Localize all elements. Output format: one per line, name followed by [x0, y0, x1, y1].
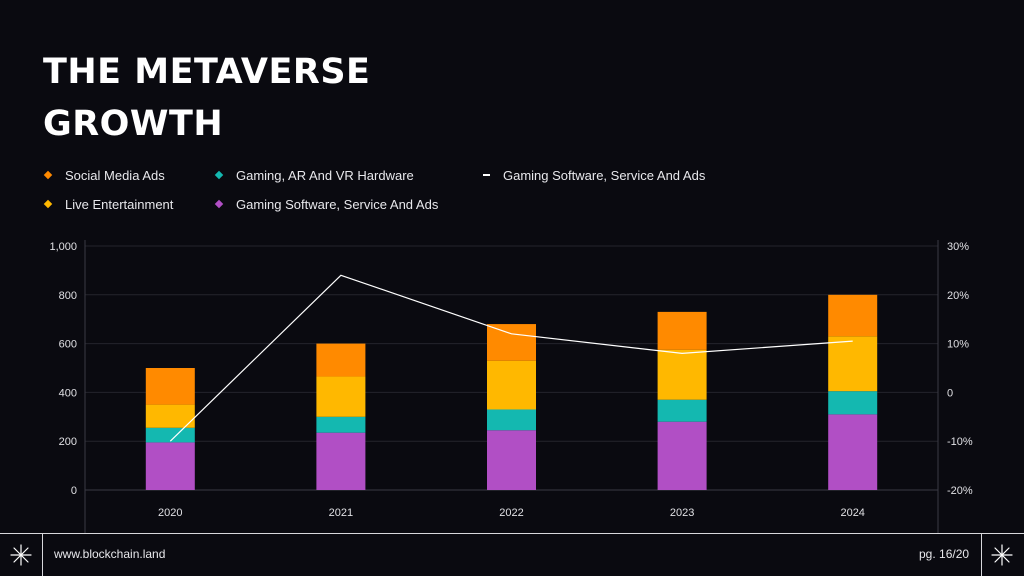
footer-divider [0, 533, 1024, 534]
y-tick-label: 800 [59, 290, 77, 302]
y2-tick-label: 30% [947, 241, 969, 253]
bar-segment [828, 391, 878, 415]
y2-tick-label: 10% [947, 339, 969, 351]
bar-segment [145, 442, 195, 490]
bar-segment [828, 294, 878, 337]
bar-segment [316, 376, 366, 417]
y2-tick-label: -20% [947, 485, 973, 497]
y2-tick-label: -10% [947, 436, 973, 448]
legend-item-social-media-ads: Social Media Ads [43, 167, 165, 183]
title-line-2: GROWTH [43, 104, 224, 144]
bar-segment [657, 421, 707, 490]
bar-segment [657, 311, 707, 350]
x-tick-label: 2021 [329, 507, 353, 519]
legend-label: Live Entertainment [65, 196, 174, 212]
bar-segment [828, 336, 878, 392]
sparkle-icon [10, 544, 32, 566]
y-tick-label: 600 [59, 339, 77, 351]
y2-tick-label: 20% [947, 290, 969, 302]
bar-segment [145, 404, 195, 428]
y2-tick-label: 0 [947, 387, 953, 399]
bar-segment [145, 368, 195, 405]
trend-line [169, 274, 853, 442]
title-line-1: THE METAVERSE [43, 52, 371, 92]
footer-left-divider [42, 533, 43, 576]
bar-segment [657, 399, 707, 422]
x-tick-label: 2024 [840, 507, 864, 519]
y-tick-label: 200 [59, 436, 77, 448]
bar-segment [828, 414, 878, 490]
x-tick-label: 2022 [499, 507, 523, 519]
legend-item-gaming-hardware: Gaming, AR And VR Hardware [214, 167, 414, 183]
bar-segment [145, 427, 195, 443]
legend-label: Social Media Ads [65, 167, 165, 183]
sparkle-icon [991, 544, 1013, 566]
x-tick-label: 2020 [158, 507, 182, 519]
legend-item-live-entertainment: Live Entertainment [43, 196, 173, 212]
bar-segment [487, 360, 536, 410]
bar-segment [487, 324, 536, 361]
legend-label: Gaming Software, Service And Ads [236, 196, 439, 212]
legend-label: Gaming Software, Service And Ads [503, 167, 706, 183]
bar-segment [487, 409, 536, 431]
bar-segment [316, 432, 366, 490]
legend-label: Gaming, AR And VR Hardware [236, 167, 414, 183]
y-tick-label: 0 [71, 485, 77, 497]
slide-title: THE METAVERSE GROWTH [43, 46, 370, 150]
legend-line-icon [482, 174, 490, 176]
page-number: pg. 16/20 [919, 547, 970, 561]
bar-segment [657, 349, 707, 400]
bar-segment [487, 430, 536, 490]
bar-segment [316, 416, 366, 433]
legend-item-gaming-software-bar: Gaming Software, Service And Ads [214, 196, 438, 212]
footer-right-divider [981, 533, 982, 576]
bar-segment [316, 343, 366, 377]
y-tick-label: 400 [59, 387, 77, 399]
footer-url-link[interactable]: www.blockchain.land [54, 547, 166, 561]
x-tick-label: 2023 [670, 507, 694, 519]
legend-item-gaming-software-line: Gaming Software, Service And Ads [481, 167, 705, 183]
y-tick-label: 1,000 [49, 241, 77, 253]
